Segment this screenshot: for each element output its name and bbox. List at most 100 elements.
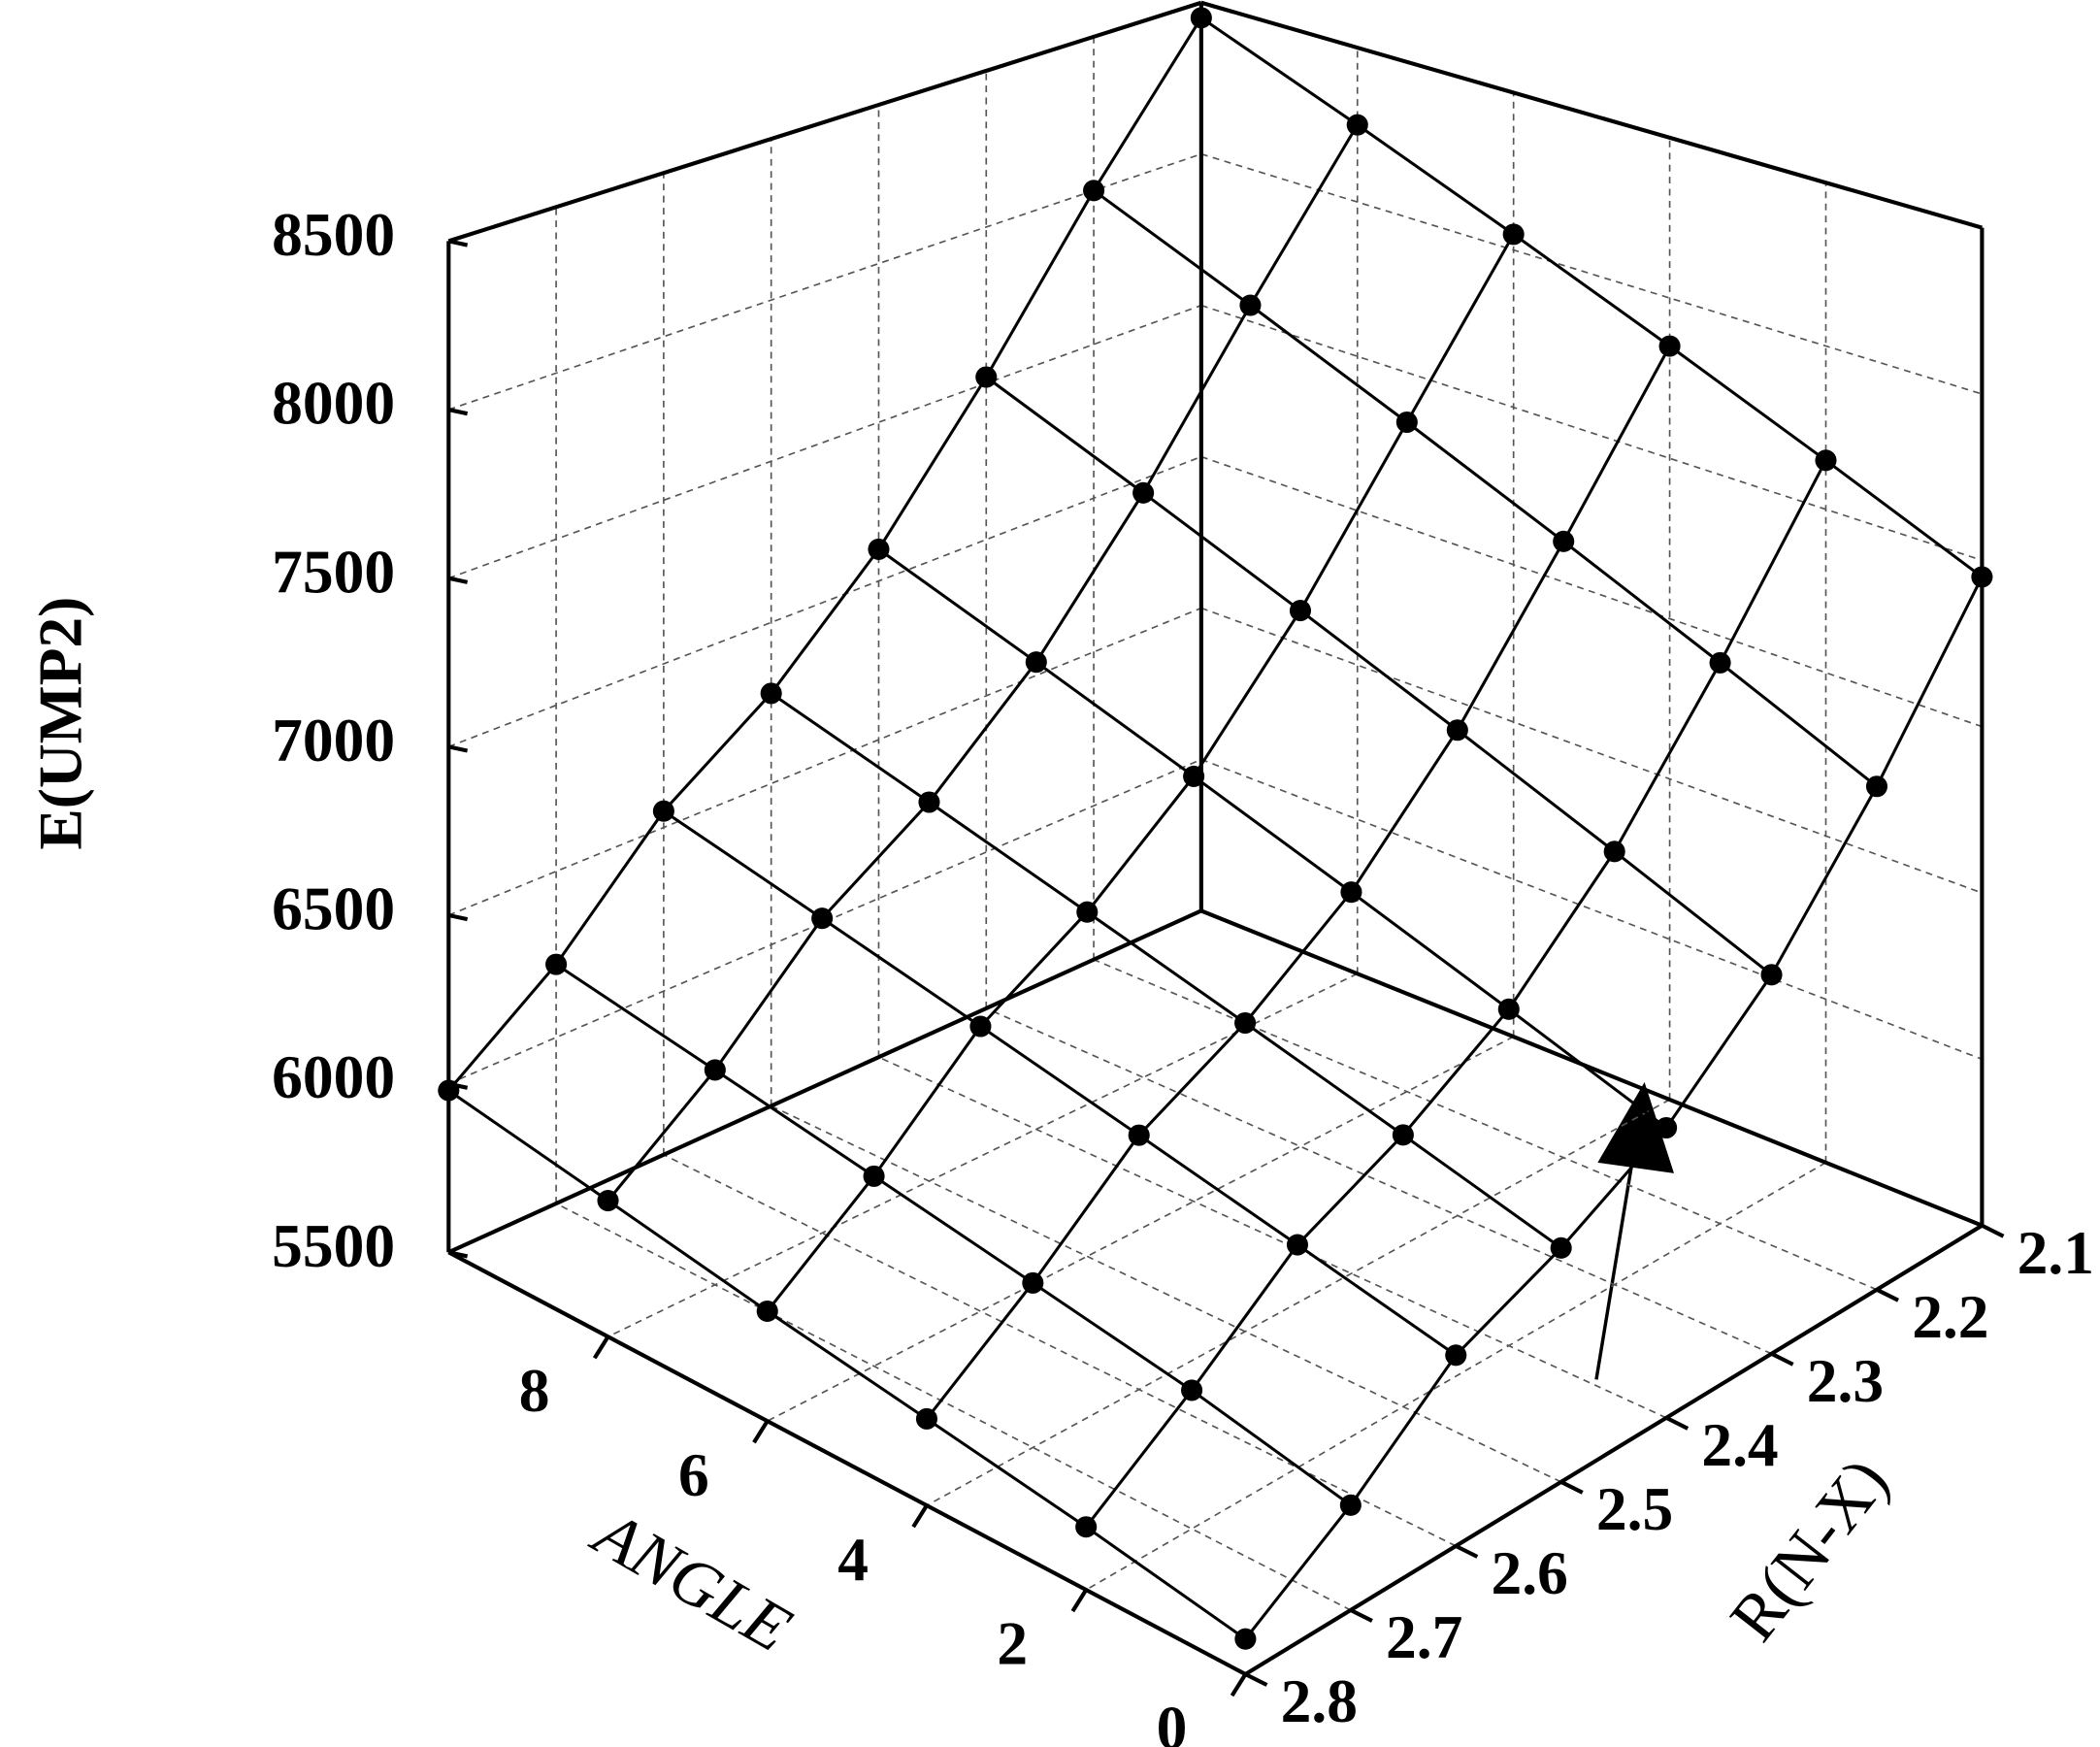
surface-point [597, 1189, 619, 1212]
z-tick [447, 912, 469, 922]
surface-line [1084, 459, 1827, 1529]
x-tick-label: 2 [997, 1609, 1028, 1678]
surface-point [1286, 1234, 1309, 1256]
y-tick-label: 2.5 [1596, 1474, 1673, 1543]
axis-line [1200, 0, 1983, 230]
surface-line [1093, 189, 1878, 788]
surface-point [1340, 881, 1362, 904]
grid-line [448, 304, 1202, 579]
x-tick-label: 4 [837, 1525, 869, 1594]
y-tick [1665, 1415, 1690, 1431]
z-tick [447, 408, 469, 416]
z-tick [447, 239, 469, 247]
x-tick-label: 8 [519, 1356, 550, 1425]
surface-point [1132, 481, 1155, 504]
y-tick [1981, 1223, 2005, 1238]
surface-point [1865, 775, 1888, 798]
surface-point [1497, 998, 1520, 1020]
grid-line [1093, 958, 1878, 1291]
surface-point [1446, 719, 1468, 742]
surface-point [1346, 114, 1368, 136]
z-tick-label: 6500 [272, 874, 395, 943]
surface-line [766, 233, 1515, 1312]
surface-point [811, 907, 834, 930]
z-axis-title: E(UMP2) [26, 597, 95, 850]
surface-point [1022, 1271, 1044, 1294]
x-tick [1070, 1588, 1088, 1613]
grid-line [1200, 152, 1983, 395]
surface-point [1075, 1516, 1098, 1538]
y-tick-label: 2.6 [1491, 1538, 1567, 1607]
y-tick-label: 2.3 [1807, 1346, 1884, 1415]
arrow [1594, 1082, 1674, 1380]
surface-line [555, 963, 1352, 1507]
z-tick-label: 7500 [272, 537, 395, 606]
axis-line [1244, 1223, 1984, 1676]
axis-line [447, 1250, 1247, 1676]
grid-line [771, 1104, 1562, 1483]
grid-line [1200, 304, 1983, 562]
surface-point [1183, 765, 1205, 787]
surface-point [1234, 1011, 1257, 1035]
z-tick-label: 5500 [272, 1211, 395, 1280]
y-tick [1559, 1480, 1584, 1495]
surface-point [1603, 841, 1625, 863]
plot-area: E(UMP2) ANGLE R(N-X) 5500600065007000750… [26, 0, 2094, 1747]
surface-point [1550, 1236, 1572, 1259]
surface-line [663, 809, 1458, 1357]
surface-point [918, 791, 940, 813]
surface-point [1815, 449, 1837, 472]
surface-point [1709, 651, 1731, 674]
surface-point [1083, 180, 1105, 202]
surface-line [985, 376, 1773, 976]
grid-line [1200, 758, 1983, 1061]
surface-line [925, 345, 1671, 1420]
surface-point [704, 1059, 726, 1081]
y-tick-label: 2.1 [2018, 1218, 2094, 1287]
surface-point [1181, 1379, 1203, 1401]
grid-line [1200, 607, 1983, 894]
surface-point [1234, 1628, 1257, 1650]
axis-line [1200, 908, 1984, 1228]
z-tick-label: 7000 [272, 706, 395, 775]
surface-point [1395, 411, 1418, 434]
y-tick-label: 2.7 [1386, 1602, 1462, 1671]
x-tick-label: 0 [1157, 1694, 1188, 1747]
y-tick-label: 2.8 [1281, 1666, 1358, 1735]
x-tick [752, 1420, 770, 1444]
surface-point [1025, 651, 1047, 674]
surface-point [1445, 1344, 1467, 1367]
surface-point [1553, 530, 1575, 552]
grid-line [448, 455, 1202, 748]
surface-line [1200, 16, 1984, 578]
x-tick [592, 1335, 610, 1360]
surface-line [447, 16, 1203, 1092]
surface-point [1502, 223, 1525, 246]
surface-point [1128, 1124, 1150, 1146]
surface-point [1339, 1494, 1362, 1516]
axis-line [447, 0, 1202, 244]
x-tick [911, 1504, 929, 1529]
surface-point [545, 953, 568, 975]
surface-point [863, 1165, 885, 1187]
y-tick [1244, 1672, 1268, 1687]
surface-point [1760, 964, 1783, 986]
z-tick-label: 8000 [272, 369, 395, 438]
z-tick [447, 744, 469, 753]
grid-line [663, 1154, 1457, 1547]
y-tick [1876, 1287, 1899, 1302]
surface-point [1658, 335, 1681, 357]
surface-point [1289, 600, 1312, 622]
y-tick [1770, 1351, 1794, 1367]
grid-line [985, 1007, 1772, 1355]
surface-point [1190, 7, 1212, 29]
surface-line [770, 692, 1562, 1250]
grid-line [1085, 1162, 1826, 1591]
surface-point [1392, 1124, 1414, 1146]
grid-line [926, 1099, 1670, 1506]
surface-point [438, 1079, 460, 1102]
surface-point [1076, 901, 1099, 923]
surface-line [877, 547, 1668, 1130]
surface-point [868, 538, 890, 560]
